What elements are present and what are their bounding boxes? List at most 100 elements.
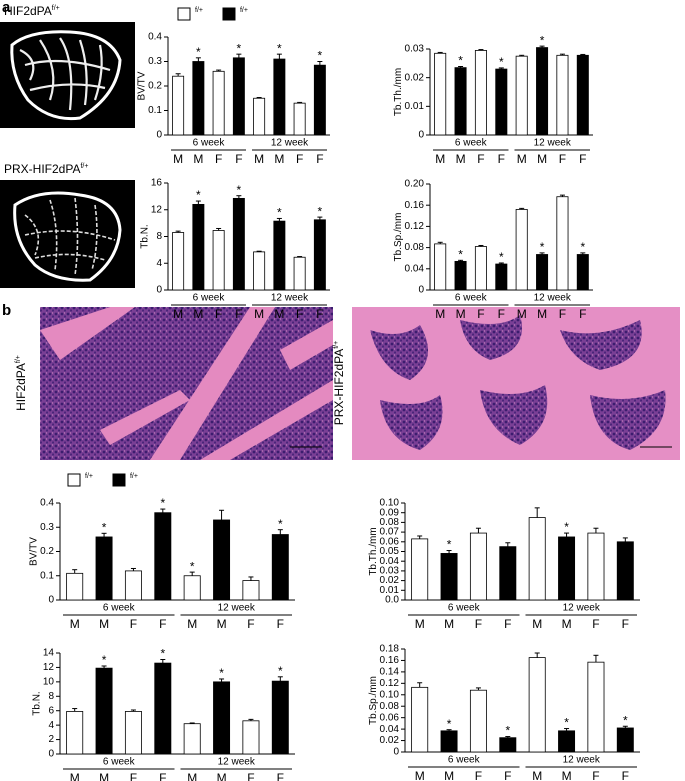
bar (253, 251, 266, 291)
bar (469, 532, 487, 601)
x-tick-label: F (296, 307, 303, 321)
y-tick-label: 0.12 (405, 221, 425, 232)
x-tick-label: F (130, 771, 137, 781)
x-tick-label: M (99, 617, 109, 631)
x-tick-label: M (444, 617, 454, 631)
bar (293, 256, 306, 291)
bar (232, 57, 245, 136)
y-tick-label: 0 (156, 285, 162, 296)
bar (232, 197, 245, 291)
y-tick-label: 0.07 (380, 527, 400, 538)
y-tick-label: 0.2 (40, 546, 54, 557)
legend-swatch (112, 473, 126, 487)
significance-star: * (447, 717, 452, 731)
significance-star: * (277, 206, 282, 220)
y-tick-label: 0.04 (405, 263, 425, 274)
bar (556, 196, 569, 291)
x-tick-label: F (277, 771, 284, 781)
bar (411, 538, 429, 601)
bar (411, 686, 429, 753)
x-tick-label: F (592, 769, 599, 781)
bone-trabecula (40, 307, 333, 460)
x-tick-label: F (498, 307, 505, 321)
y-tick-label: 0.2 (148, 81, 162, 92)
y-tick-label: 0 (393, 747, 399, 758)
y-tick-label: 0.02 (380, 735, 400, 746)
bar (576, 54, 589, 136)
bar (95, 536, 113, 601)
y-tick-label: 0.04 (380, 556, 400, 567)
bar (271, 680, 289, 755)
bone-outline (10, 30, 122, 121)
x-tick-label: M (435, 152, 445, 166)
bar (172, 232, 185, 291)
x-tick-label: M (562, 769, 572, 781)
trabeculae (19, 37, 111, 111)
significance-star: * (102, 520, 107, 534)
y-axis-label: Tb.Th./mm (393, 68, 404, 116)
significance-star: * (564, 716, 569, 730)
x-tick-label: F (622, 769, 629, 781)
x-tick-label: M (456, 152, 466, 166)
significance-star: * (278, 517, 283, 531)
x-tick-label: M (517, 307, 527, 321)
y-tick-label: 0.09 (380, 507, 400, 518)
bar (515, 209, 528, 291)
significance-star: * (318, 49, 323, 63)
x-tick-label: F (559, 152, 566, 166)
x-tick-label: M (444, 769, 454, 781)
bar (515, 55, 528, 136)
x-tick-label: F (316, 307, 323, 321)
bar (556, 54, 569, 136)
bar (434, 243, 447, 291)
bar (558, 536, 576, 601)
x-tick-label: M (193, 307, 203, 321)
x-tick-label: F (579, 307, 586, 321)
bar (273, 58, 286, 136)
significance-star: * (540, 240, 545, 254)
group-label: 6 week (193, 138, 226, 149)
y-tick-label: 0 (48, 749, 54, 760)
x-tick-label: M (173, 307, 183, 321)
y-tick-label: 8 (156, 231, 162, 242)
bar (469, 689, 487, 753)
group-label: 12 week (218, 603, 256, 614)
image-label: HIF2dPAf/+ (4, 4, 60, 18)
x-tick-label: M (254, 307, 264, 321)
x-tick-label: M (70, 771, 80, 781)
bone-outline (13, 191, 122, 282)
image-label-sup: f/+ (52, 5, 60, 12)
y-tick-label: 0.3 (40, 522, 54, 533)
significance-star: * (196, 45, 201, 59)
x-tick-label: M (415, 617, 425, 631)
bar (499, 546, 517, 601)
x-tick-label: F (498, 152, 505, 166)
group-label: 12 week (271, 138, 309, 149)
x-tick-label: F (296, 152, 303, 166)
y-tick-label: 6 (48, 705, 54, 716)
bar (192, 61, 205, 136)
y-tick-label: 16 (151, 178, 163, 189)
image-label-sup: f/+ (80, 163, 88, 170)
bar (213, 681, 231, 755)
y-tick-label: 0.4 (40, 498, 54, 509)
y-tick-label: 0.05 (380, 546, 400, 557)
bar (536, 254, 549, 291)
y-tick-label: 8 (48, 691, 54, 702)
x-tick-label: M (217, 617, 227, 631)
y-tick-label: 0 (418, 130, 424, 141)
significance-star: * (102, 653, 107, 667)
x-tick-label: F (592, 617, 599, 631)
bar (454, 67, 467, 136)
legend-label: f/+ (240, 7, 248, 14)
bar (616, 727, 634, 753)
significance-star: * (458, 247, 463, 261)
group-label: 6 week (455, 293, 488, 304)
group-label: 6 week (448, 755, 481, 766)
x-tick-label: F (316, 152, 323, 166)
y-tick-label: 10 (43, 676, 55, 687)
x-tick-label: M (532, 617, 542, 631)
significance-star: * (458, 54, 463, 68)
x-tick-label: F (215, 152, 222, 166)
